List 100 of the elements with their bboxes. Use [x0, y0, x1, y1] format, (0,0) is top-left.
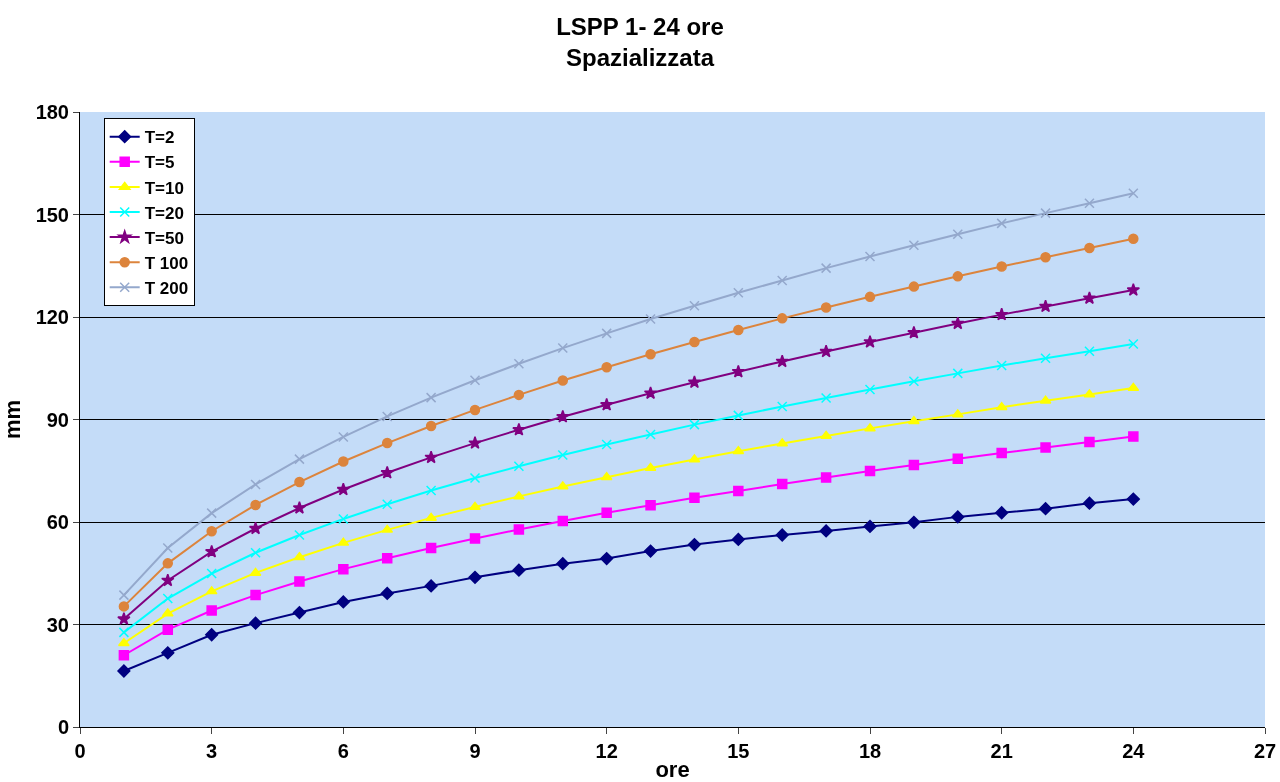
x-tick-label: 21 — [990, 740, 1013, 762]
point — [995, 506, 1009, 520]
point — [381, 552, 393, 564]
point — [469, 472, 481, 484]
point — [117, 664, 131, 678]
legend-label: T 100 — [144, 253, 189, 273]
point — [294, 529, 305, 541]
point — [206, 568, 217, 579]
point — [381, 498, 393, 510]
point — [118, 589, 130, 601]
point — [250, 479, 261, 490]
point — [908, 459, 920, 471]
y-tick-label: 90 — [46, 408, 69, 431]
point — [733, 324, 744, 336]
point — [250, 589, 261, 601]
point — [996, 218, 1007, 229]
point — [863, 334, 877, 348]
point — [338, 563, 349, 575]
point — [733, 485, 744, 497]
point — [908, 281, 920, 292]
point — [776, 478, 788, 490]
point — [512, 422, 526, 436]
point — [776, 401, 788, 412]
point — [381, 411, 393, 422]
point — [513, 358, 525, 370]
y-axis-title: mm — [0, 399, 25, 440]
point — [469, 404, 481, 416]
point — [645, 313, 656, 325]
point — [1040, 442, 1051, 453]
legend-label: T=50 — [144, 228, 184, 248]
point — [864, 384, 876, 395]
point — [1082, 291, 1097, 305]
point — [864, 291, 876, 303]
point — [775, 354, 789, 368]
point — [601, 361, 612, 373]
y-tick-label: 180 — [35, 101, 69, 123]
point — [381, 437, 393, 449]
point — [1084, 345, 1095, 357]
point — [820, 392, 832, 404]
point — [557, 515, 569, 527]
point — [338, 513, 349, 525]
point — [907, 415, 920, 425]
point — [556, 409, 570, 423]
point — [644, 462, 657, 472]
point — [689, 419, 700, 430]
point — [206, 525, 217, 537]
point — [689, 336, 700, 348]
point — [292, 605, 307, 620]
point — [645, 429, 656, 440]
point — [513, 389, 525, 401]
point — [162, 558, 174, 569]
point — [864, 465, 876, 477]
x-axis-title: ore — [655, 757, 690, 782]
x-tick-label: 0 — [74, 740, 86, 762]
point — [601, 328, 612, 339]
point — [645, 348, 656, 360]
legend-label: T 200 — [144, 278, 189, 298]
point — [819, 344, 833, 358]
point — [162, 593, 174, 604]
x-tick-label: 24 — [1122, 740, 1146, 762]
point — [380, 465, 394, 479]
point — [820, 472, 832, 483]
point — [557, 449, 569, 461]
point — [733, 287, 744, 298]
point — [599, 397, 614, 411]
point — [689, 300, 700, 311]
point — [643, 386, 658, 400]
point — [996, 360, 1007, 371]
point — [118, 650, 130, 661]
point — [689, 492, 700, 503]
point — [1127, 382, 1140, 392]
point — [907, 325, 921, 339]
point — [248, 521, 263, 535]
point — [206, 507, 217, 519]
y-tick-label: 0 — [57, 716, 69, 738]
point — [557, 342, 569, 354]
point — [513, 461, 525, 472]
point — [864, 251, 876, 262]
point — [248, 616, 263, 630]
point — [1126, 282, 1141, 296]
point — [731, 364, 746, 378]
point — [425, 392, 437, 403]
point — [996, 261, 1007, 272]
point — [601, 439, 612, 450]
point — [600, 551, 614, 566]
point — [1040, 251, 1051, 263]
x-tick-label: 12 — [595, 740, 618, 762]
point — [820, 302, 832, 313]
legend-label: T=20 — [144, 203, 184, 223]
y-tick-label: 60 — [46, 511, 69, 533]
point — [731, 532, 745, 547]
point — [161, 646, 175, 660]
point — [205, 628, 219, 642]
legend-label: T=5 — [144, 153, 175, 173]
point — [1084, 436, 1095, 448]
point — [425, 542, 437, 554]
point — [469, 533, 481, 544]
point — [1040, 353, 1051, 364]
point — [425, 420, 437, 432]
point — [1084, 197, 1095, 209]
